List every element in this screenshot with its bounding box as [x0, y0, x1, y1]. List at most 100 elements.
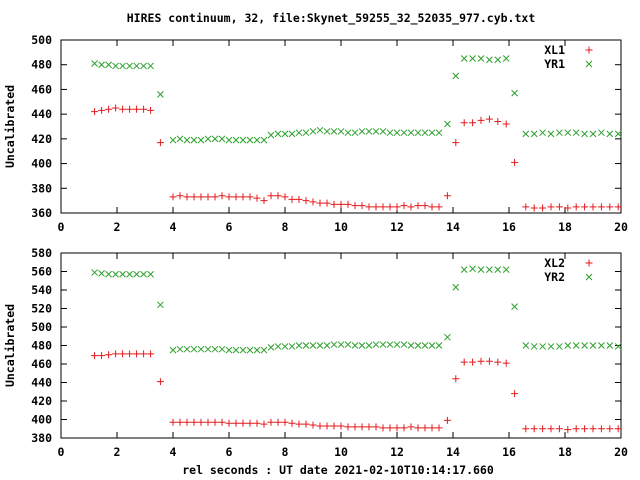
data-point [452, 139, 460, 147]
data-point [105, 61, 112, 69]
data-point [323, 342, 331, 349]
data-point [295, 129, 303, 137]
data-point [316, 342, 324, 349]
data-point [460, 55, 468, 62]
data-point [530, 425, 538, 433]
data-point [386, 129, 394, 137]
data-point [98, 352, 106, 360]
data-point [147, 62, 154, 70]
data-point [330, 128, 338, 135]
data-point [169, 193, 177, 201]
legend-label: XL1 [544, 43, 565, 57]
data-point [288, 130, 296, 138]
data-point [372, 341, 380, 348]
chart-title: HIRES continuum, 32, file:Skynet_59255_3… [127, 11, 536, 26]
data-point [564, 342, 572, 349]
data-point [511, 303, 518, 311]
data-point [486, 266, 493, 274]
data-point [477, 116, 485, 124]
data-point [246, 136, 254, 144]
y-tick-label: 500 [31, 33, 52, 47]
data-point [452, 72, 460, 80]
data-point [232, 193, 240, 201]
data-point [309, 421, 317, 429]
data-point [176, 192, 184, 200]
data-point [98, 269, 105, 277]
data-point [530, 343, 538, 350]
data-point [183, 345, 191, 353]
x-tick-label: 6 [226, 220, 233, 234]
data-point [239, 193, 247, 201]
data-point [351, 129, 359, 137]
data-point [598, 129, 605, 137]
data-point [232, 346, 240, 354]
data-point [351, 342, 359, 349]
data-point [98, 61, 105, 69]
legend-label: YR2 [544, 270, 565, 284]
data-point [379, 203, 387, 211]
y-tick-label: 400 [31, 413, 52, 427]
data-point [421, 342, 429, 349]
data-point [295, 342, 303, 349]
y-axis-label: Uncalibrated [3, 304, 17, 387]
data-point [140, 62, 147, 70]
data-point [288, 343, 296, 350]
data-point [260, 197, 268, 205]
data-point [133, 270, 140, 278]
data-point [267, 192, 275, 200]
data-point [414, 424, 422, 432]
data-point [400, 341, 408, 348]
data-point [572, 129, 580, 137]
data-point [316, 126, 324, 134]
x-tick-label: 4 [170, 220, 177, 234]
data-point [232, 136, 240, 144]
data-point [379, 341, 387, 348]
x-tick-label: 2 [114, 220, 121, 234]
y-tick-label: 500 [31, 320, 52, 334]
data-point [309, 128, 317, 135]
data-point [365, 342, 373, 349]
data-point [597, 203, 605, 211]
data-point [469, 55, 476, 62]
data-point [486, 56, 493, 64]
data-point [126, 270, 133, 278]
data-point [274, 130, 282, 138]
data-point [190, 193, 198, 201]
data-point [133, 105, 141, 113]
data-point [407, 423, 415, 431]
data-point [211, 135, 219, 143]
data-point [323, 128, 331, 135]
x-tick-label: 14 [446, 445, 460, 459]
data-point [511, 390, 519, 398]
data-point [183, 193, 191, 201]
data-point [407, 129, 415, 137]
data-point [564, 426, 572, 434]
data-point [581, 130, 588, 138]
data-point [494, 118, 502, 126]
x-tick-label: 16 [502, 220, 516, 234]
data-point [606, 130, 614, 138]
data-point [323, 422, 331, 430]
y-tick-label: 440 [31, 376, 52, 390]
data-point [309, 198, 317, 206]
data-point [386, 424, 394, 432]
x-tick-label: 20 [614, 445, 628, 459]
data-point [581, 425, 589, 433]
data-point [400, 129, 408, 137]
data-point [502, 55, 510, 62]
data-point [547, 130, 555, 138]
data-point [330, 422, 338, 430]
data-point [225, 419, 233, 427]
data-point [372, 128, 380, 135]
data-point [344, 129, 352, 137]
data-point [274, 418, 282, 426]
y-tick-label: 380 [31, 181, 52, 195]
data-point [460, 119, 468, 127]
data-point [539, 343, 546, 350]
x-tick-label: 12 [390, 220, 404, 234]
data-point [288, 195, 296, 203]
data-point [204, 193, 212, 201]
data-point [400, 202, 408, 210]
data-point [119, 350, 127, 358]
